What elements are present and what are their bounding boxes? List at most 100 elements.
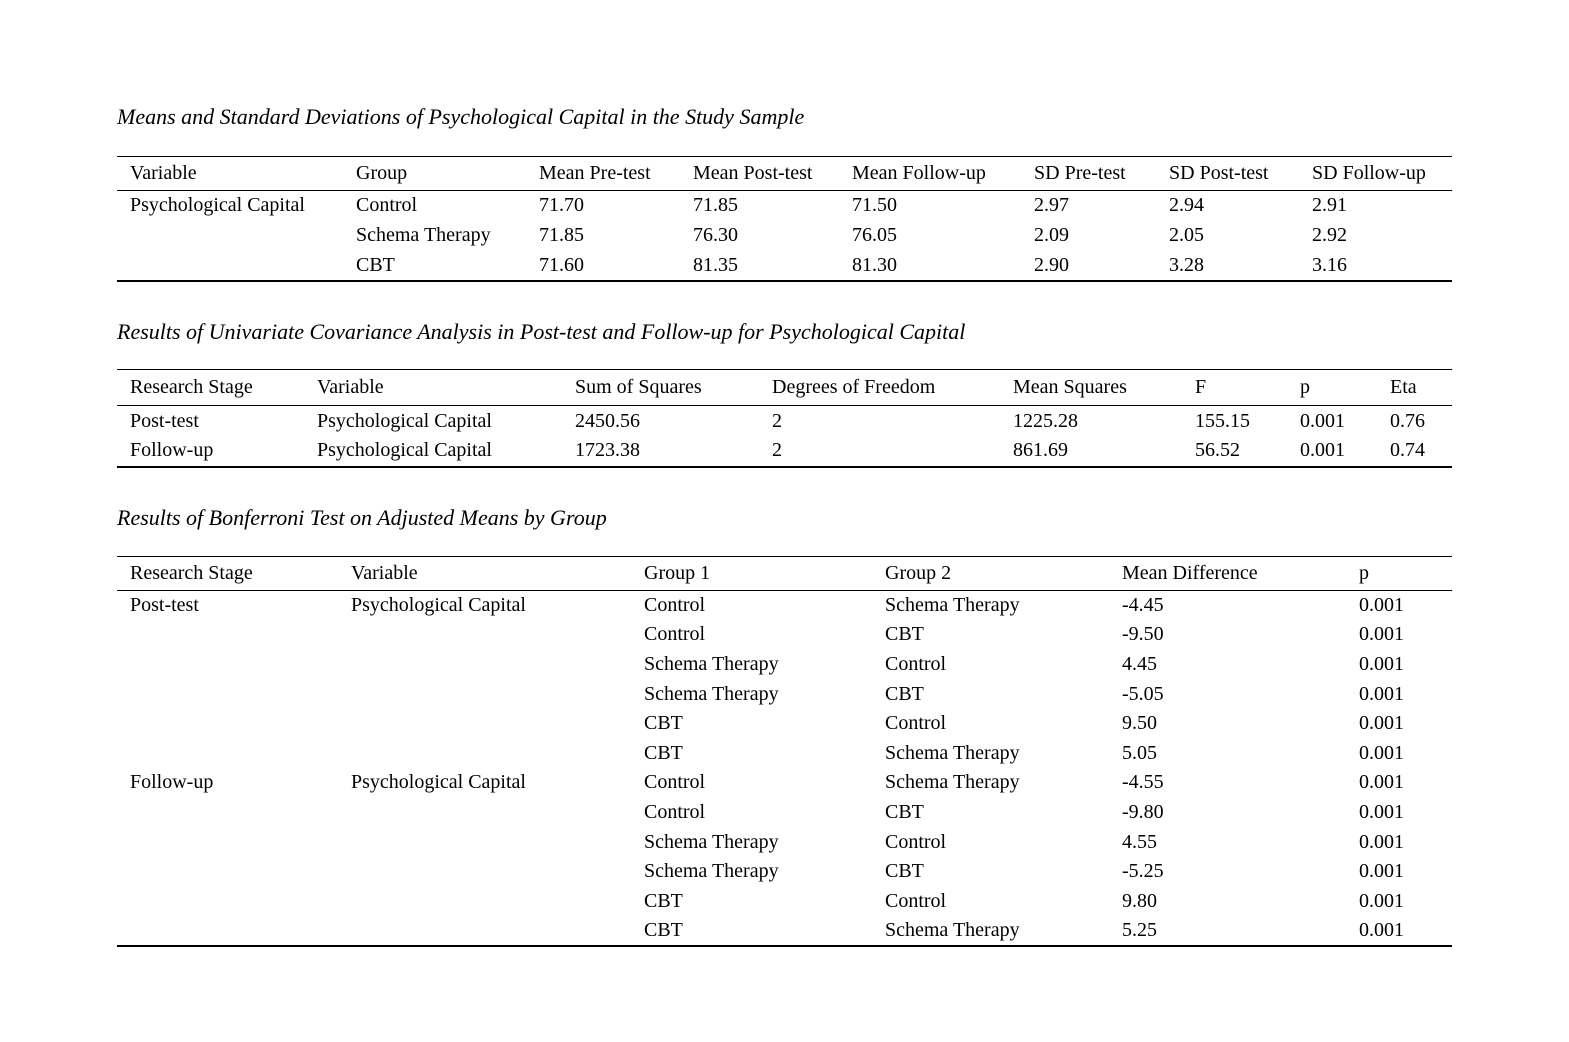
table-cell: 2.97 — [1034, 194, 1069, 217]
table-cell — [117, 738, 338, 768]
table-cell: 3.28 — [1169, 253, 1204, 276]
table-row: CBT Schema Therapy 5.25 0.001 — [117, 916, 1452, 946]
table-cell — [117, 916, 338, 946]
header-row: Research Stage Variable Sum of Squares Degr… — [117, 370, 1452, 406]
table-cell: CBT — [644, 712, 683, 735]
table-cell: Control — [644, 771, 706, 794]
table-cell: Psychological Capital — [351, 594, 526, 617]
table-cell: 9.50 — [1122, 712, 1157, 735]
table-cell: 0.001 — [1359, 712, 1404, 735]
table-cell: 0.001 — [1359, 830, 1404, 853]
table-cell: Control — [885, 889, 947, 912]
table-cell: Post-test — [130, 409, 199, 432]
table-cell: Control — [644, 594, 706, 617]
table-cell: 0.001 — [1300, 439, 1345, 462]
means-sd-table-header: Variable Group Mean Pre-test Mean Post-test… — [117, 157, 1452, 191]
table-cell: Schema Therapy — [644, 860, 779, 883]
table-cell: Follow-up — [130, 771, 214, 794]
table-cell: 0.001 — [1359, 771, 1404, 794]
header-row: Variable Group Mean Pre-test Mean Post-test… — [117, 157, 1452, 191]
ancova-table-body: Post-test Psychological Capital 2450.56 2 12… — [117, 406, 1452, 467]
table-cell: Schema Therapy — [644, 830, 779, 853]
table-cell: 0.001 — [1359, 652, 1404, 675]
table-cell: 71.60 — [539, 253, 584, 276]
column-header: Mean Post-test — [693, 162, 813, 184]
table-cell: 3.16 — [1312, 253, 1347, 276]
means-sd-table: Variable Group Mean Pre-test Mean Post-test… — [117, 156, 1452, 282]
table-cell: 0.001 — [1300, 409, 1345, 432]
column-header: Variable — [317, 376, 384, 398]
table-cell — [338, 886, 631, 916]
ancova-table: Research Stage Variable Sum of Squares Degr… — [117, 369, 1452, 468]
table-cell: 1723.38 — [575, 439, 640, 462]
table-title-means-sd: Means and Standard Deviations of Psychol… — [117, 104, 805, 129]
table-cell: 0.001 — [1359, 918, 1404, 941]
table-cell: Control — [885, 830, 947, 853]
table-cell: 76.05 — [852, 224, 897, 246]
column-header: p — [1359, 562, 1369, 584]
table-cell: CBT — [885, 860, 924, 883]
table-cell: 81.35 — [693, 253, 738, 276]
table-title-ancova: Results of Univariate Covariance Analysi… — [117, 319, 966, 344]
column-header: Sum of Squares — [575, 376, 702, 398]
table-cell: CBT — [885, 682, 924, 705]
table-cell — [117, 650, 338, 680]
table-cell: Control — [644, 623, 706, 646]
table-row: CBT 71.60 81.35 81.30 2.90 3.28 3.16 — [117, 251, 1452, 281]
table-cell: 0.001 — [1359, 682, 1404, 705]
table-cell: CBT — [644, 918, 683, 941]
table-row: CBT Control 9.80 0.001 — [117, 886, 1452, 916]
bonferroni-table-body: Post-test Psychological Capital Control Sch… — [117, 591, 1452, 946]
table-cell: 861.69 — [1013, 439, 1068, 462]
table-cell: Schema Therapy — [644, 652, 779, 675]
table-cell — [117, 251, 343, 281]
table-cell: 5.05 — [1122, 741, 1157, 764]
column-header: SD Follow-up — [1312, 162, 1426, 184]
table-cell: Schema Therapy — [885, 918, 1020, 941]
column-header: Variable — [351, 562, 418, 584]
column-header: Mean Difference — [1122, 562, 1258, 584]
table-cell — [338, 827, 631, 857]
column-header: Eta — [1390, 376, 1417, 398]
column-header: Degrees of Freedom — [772, 376, 936, 398]
table-cell: -9.50 — [1122, 623, 1164, 646]
table-cell: 155.15 — [1195, 409, 1250, 432]
table-row: Control CBT -9.50 0.001 — [117, 620, 1452, 650]
table-cell: -4.45 — [1122, 594, 1164, 617]
column-header: SD Post-test — [1169, 162, 1269, 184]
table-row: Psychological Capital Control 71.70 71.85 71… — [117, 191, 1452, 221]
table-cell: 2 — [772, 439, 782, 462]
means-sd-table-body: Psychological Capital Control 71.70 71.85 71… — [117, 191, 1452, 281]
column-header: Group 2 — [885, 562, 952, 584]
table-cell: 71.85 — [693, 194, 738, 217]
table-cell: 2450.56 — [575, 409, 640, 432]
table-cell — [117, 620, 338, 650]
table-cell: 2.09 — [1034, 224, 1069, 246]
column-header: Mean Squares — [1013, 376, 1127, 398]
table-cell: CBT — [644, 889, 683, 912]
table-cell: CBT — [644, 741, 683, 764]
header-row: Research Stage Variable Group 1 Group 2 Mean… — [117, 557, 1452, 591]
column-header: Mean Follow-up — [852, 162, 986, 184]
table-cell — [117, 221, 343, 251]
column-header: Mean Pre-test — [539, 162, 651, 184]
table-row: Post-test Psychological Capital Control Sch… — [117, 591, 1452, 621]
bonferroni-table: Research Stage Variable Group 1 Group 2 Mean… — [117, 556, 1452, 947]
table-cell: 2 — [772, 409, 782, 432]
table-cell: Schema Therapy — [885, 594, 1020, 617]
table-cell — [117, 857, 338, 887]
column-header: F — [1195, 376, 1207, 398]
table-cell: Psychological Capital — [130, 194, 305, 217]
table-cell: Control — [356, 194, 418, 217]
table-cell — [338, 738, 631, 768]
table-cell: 71.50 — [852, 194, 897, 217]
table-cell: 1225.28 — [1013, 409, 1078, 432]
column-header: Research Stage — [130, 562, 253, 584]
table-row: CBT Schema Therapy 5.05 0.001 — [117, 738, 1452, 768]
column-header: Group — [356, 162, 408, 184]
bonferroni-table-header: Research Stage Variable Group 1 Group 2 Mean… — [117, 557, 1452, 591]
table-cell: 0.74 — [1390, 439, 1425, 462]
column-header: Variable — [130, 162, 197, 184]
table-row: Follow-up Psychological Capital 1723.38 2 86… — [117, 436, 1452, 467]
table-cell: 0.001 — [1359, 623, 1404, 646]
